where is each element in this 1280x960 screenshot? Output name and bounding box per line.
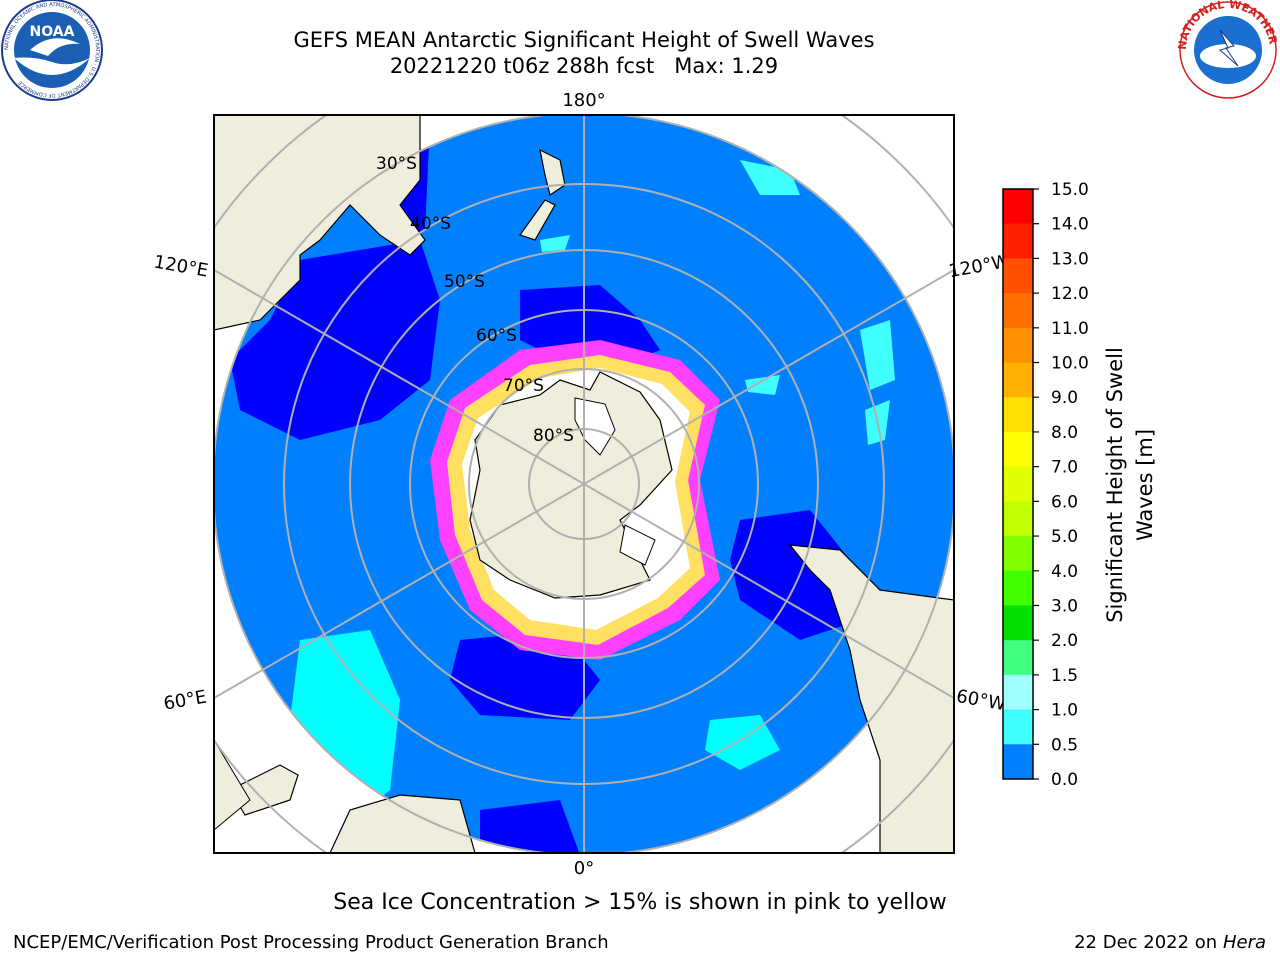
colorbar-tick-label: 8.0 xyxy=(1051,423,1078,443)
colorbar-segment xyxy=(1003,709,1033,745)
low-swell-region xyxy=(730,510,860,640)
colorbar-ticks: 15.0 14.0 13.0 12.0 11.0 10.0 9.0 8.0 7.0 6.0 5.0 4… xyxy=(1033,180,1089,790)
longitude-gridlines xyxy=(214,115,954,853)
colorbar-segment xyxy=(1003,605,1033,641)
lat-label-40s: 40°S xyxy=(410,214,451,234)
lon-label-120w: 120°W xyxy=(947,251,1011,282)
footer-date: 22 Dec 2022 on Hera xyxy=(1074,932,1266,953)
footer-host: Hera xyxy=(1222,932,1266,953)
noaa-logo: NOAA NATIONAL OCEANIC AND ATMOSPHERIC AD… xyxy=(1,0,103,101)
colorbar-frame xyxy=(1002,188,1034,780)
lat-label-80s: 80°S xyxy=(533,426,574,446)
antarctic-region-west xyxy=(214,739,251,831)
colorbar-tick-label: 3.0 xyxy=(1051,596,1078,616)
colorbar-segment xyxy=(1003,640,1033,676)
lon-label-120e: 120°E xyxy=(152,251,210,281)
high-swell-region xyxy=(740,160,800,195)
weddell-ice-shelf xyxy=(619,524,656,566)
colorbar xyxy=(1002,188,1034,780)
lon-label-60w: 60°W xyxy=(955,686,1008,715)
colorbar-tick-label: 1.5 xyxy=(1051,666,1078,686)
colorbar-segment xyxy=(1003,397,1033,433)
high-swell-region xyxy=(745,375,780,395)
colorbar-segment xyxy=(1003,189,1033,225)
footer-date-text: 22 Dec 2022 on xyxy=(1074,932,1218,953)
lon-label-0: 0° xyxy=(574,858,594,879)
colorbar-tick-label: 4.0 xyxy=(1051,562,1078,582)
high-swell-region xyxy=(705,715,780,770)
lat-label-30s: 30°S xyxy=(376,154,417,174)
colorbar-segment xyxy=(1003,744,1033,780)
colorbar-tick-label: 5.0 xyxy=(1051,527,1078,547)
low-swell-region xyxy=(480,800,580,853)
colorbar-segment xyxy=(1003,674,1033,711)
colorbar-tick-label: 13.0 xyxy=(1051,249,1089,269)
lat-label-50s: 50°S xyxy=(444,272,485,292)
colorbar-tick-label: 12.0 xyxy=(1051,284,1089,304)
colorbar-tick-label: 0.5 xyxy=(1051,735,1078,755)
noaa-logo-text: NOAA xyxy=(30,24,75,40)
high-swell-region xyxy=(860,320,895,390)
lat-label-70s: 70°S xyxy=(503,376,544,396)
colorbar-tick-label: 10.0 xyxy=(1051,354,1089,374)
colorbar-segment xyxy=(1003,327,1033,364)
nws-logo: NATIONAL WEATHER SERVICE xyxy=(1176,0,1280,99)
lat-label-60s: 60°S xyxy=(476,326,517,346)
chart-subtitle: 20221220 t06z 288h fcst Max: 1.29 xyxy=(389,54,779,78)
colorbar-segment xyxy=(1003,501,1033,537)
colorbar-segment xyxy=(1003,258,1033,294)
colorbar-segment xyxy=(1003,293,1033,329)
colorbar-tick-label: 6.0 xyxy=(1051,492,1078,512)
colorbar-tick-label: 7.0 xyxy=(1051,458,1078,478)
colorbar-segment xyxy=(1003,431,1033,468)
colorbar-segment xyxy=(1003,570,1033,606)
high-swell-region xyxy=(540,235,570,252)
colorbar-tick-label: 2.0 xyxy=(1051,631,1078,651)
chart-title: GEFS MEAN Antarctic Significant Height o… xyxy=(293,28,875,52)
colorbar-tick-label: 15.0 xyxy=(1051,180,1089,200)
africa xyxy=(329,794,476,853)
lon-label-180: 180° xyxy=(562,90,605,111)
colorbar-tick-label: 1.0 xyxy=(1051,701,1078,721)
colorbar-segment xyxy=(1003,466,1033,502)
map-frame xyxy=(213,114,955,854)
lon-label-60e: 60°E xyxy=(162,686,208,714)
colorbar-segment xyxy=(1003,223,1033,259)
south-america xyxy=(788,544,954,853)
colorbar-tick-label: 0.0 xyxy=(1051,770,1078,790)
colorbar-label-line2: Waves [m] xyxy=(1133,429,1157,541)
colorbar-segment xyxy=(1003,362,1033,398)
footer-branch: NCEP/EMC/Verification Post Processing Pr… xyxy=(13,932,609,953)
colorbar-segment xyxy=(1003,536,1033,572)
colorbar-label-line1: Significant Height of Swell xyxy=(1103,347,1127,623)
sea-ice-note: Sea Ice Concentration > 15% is shown in … xyxy=(333,890,947,915)
new-zealand xyxy=(539,148,566,196)
new-zealand xyxy=(519,199,556,241)
colorbar-tick-label: 9.0 xyxy=(1051,388,1078,408)
colorbar-tick-label: 11.0 xyxy=(1051,319,1089,339)
colorbar-tick-label: 14.0 xyxy=(1051,215,1089,235)
